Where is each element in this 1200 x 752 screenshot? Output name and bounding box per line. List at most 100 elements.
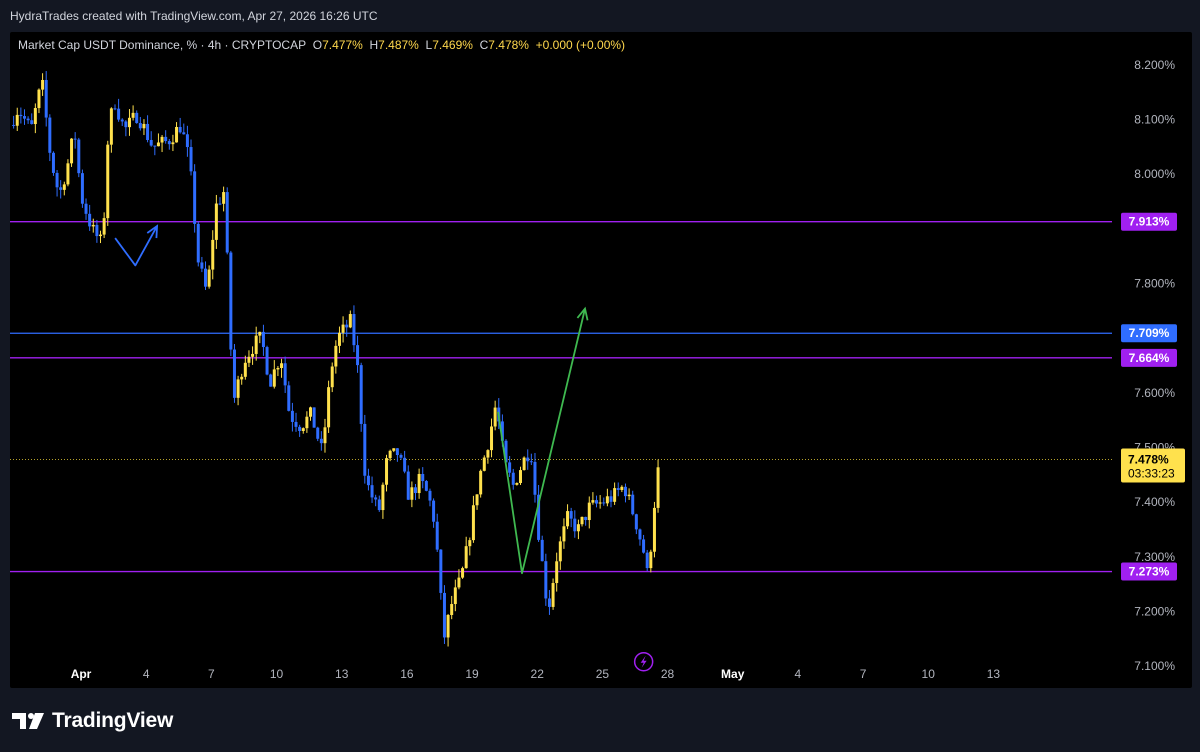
candle-body xyxy=(243,362,247,377)
candle-body xyxy=(374,497,378,500)
candle-body xyxy=(439,549,443,593)
candle-body xyxy=(124,121,128,128)
candle-body xyxy=(377,499,381,511)
y-tick-label: 7.300% xyxy=(1134,550,1175,564)
candle-body xyxy=(12,124,16,126)
candle-body xyxy=(366,475,370,486)
candle-body xyxy=(359,365,363,424)
candle-body xyxy=(529,461,533,463)
candle-body xyxy=(435,521,439,550)
candle-body xyxy=(652,507,656,552)
candle-body xyxy=(229,252,233,350)
candle-body xyxy=(421,474,425,482)
candle-body xyxy=(66,163,70,185)
candle-body xyxy=(544,561,548,599)
candle-body xyxy=(490,426,494,451)
candle-body xyxy=(287,385,291,411)
candle-body xyxy=(587,502,591,521)
symbol-name: Market Cap USDT Dominance, % · 4h · CRYP… xyxy=(18,38,307,52)
candle-body xyxy=(537,494,541,540)
candle-body xyxy=(573,518,577,532)
candle-body xyxy=(62,184,66,190)
lightning-icon xyxy=(640,655,647,668)
candle-body xyxy=(77,139,81,174)
candle-body xyxy=(308,407,312,417)
candle-body xyxy=(649,551,653,569)
x-tick-label: 19 xyxy=(465,667,479,681)
candle-body xyxy=(551,583,555,607)
level-price-label: 7.664% xyxy=(1129,351,1170,365)
candle-body xyxy=(200,262,204,269)
level-price-label: 7.709% xyxy=(1129,326,1170,340)
candle-body xyxy=(388,450,392,459)
candle-body xyxy=(127,117,131,128)
candle-body xyxy=(627,494,631,497)
x-tick-label: 13 xyxy=(335,667,349,681)
y-tick-label: 7.400% xyxy=(1134,495,1175,509)
candle-body xyxy=(207,269,211,287)
candle-body xyxy=(102,218,106,235)
candle-body xyxy=(356,345,360,366)
y-tick-label: 7.800% xyxy=(1134,276,1175,290)
candle-body xyxy=(341,324,345,333)
candle-body xyxy=(580,516,584,525)
candle-body xyxy=(558,541,562,562)
level-price-tag xyxy=(1121,212,1177,231)
open-label: O xyxy=(312,38,323,52)
candle-body xyxy=(540,539,544,562)
current-price-tag xyxy=(1121,448,1185,483)
candle-body xyxy=(189,147,193,172)
candle-body xyxy=(167,141,171,145)
change-value: +0.000 (+0.00%) xyxy=(535,38,626,52)
candle-body xyxy=(19,114,23,117)
candle-body xyxy=(146,123,150,141)
top-bar: HydraTrades created with TradingView.com… xyxy=(0,0,1200,32)
candle-body xyxy=(290,410,294,422)
candle-body xyxy=(258,331,262,336)
candle-body xyxy=(399,455,403,458)
candle-body xyxy=(59,187,63,190)
event-marker xyxy=(633,652,654,672)
candle-body xyxy=(479,470,483,495)
candle-body xyxy=(283,363,287,386)
candle-body xyxy=(609,496,613,502)
candle-body xyxy=(363,423,367,476)
candle-body xyxy=(316,427,320,439)
candle-body xyxy=(26,118,30,121)
annotation-arrow xyxy=(114,225,158,267)
candle-body xyxy=(214,203,218,240)
tradingview-logo[interactable]: TradingView xyxy=(12,709,173,733)
candle-body xyxy=(218,203,222,205)
y-tick-label: 8.200% xyxy=(1134,58,1175,72)
candle-body xyxy=(240,376,244,380)
candle-body xyxy=(131,112,135,118)
candle-body xyxy=(461,568,465,578)
bar-countdown: 03:33:23 xyxy=(1128,466,1175,480)
candle-body xyxy=(482,457,486,471)
candle-body xyxy=(638,529,642,540)
y-tick-label: 7.100% xyxy=(1134,659,1175,673)
annotation-arrowhead xyxy=(146,224,159,239)
candle-body xyxy=(417,474,421,494)
annotation-arrow xyxy=(497,308,586,575)
candle-body xyxy=(73,138,77,140)
candle-body xyxy=(251,353,255,357)
price-chart[interactable]: 8.200%8.100%8.000%7.800%7.600%7.500%7.40… xyxy=(10,32,1192,688)
candle-body xyxy=(504,440,508,463)
level-price-label: 7.913% xyxy=(1129,215,1170,229)
y-tick-label: 8.000% xyxy=(1134,167,1175,181)
candle-body xyxy=(428,490,432,501)
candle-body xyxy=(55,172,59,188)
candle-body xyxy=(576,524,580,532)
chart-panel[interactable]: 8.200% 8.100% 8.000% 7.800% 7.600% 7.500% 7.40… xyxy=(10,32,1192,688)
candle-body xyxy=(272,369,276,387)
candle-body xyxy=(555,561,559,584)
candle-body xyxy=(413,487,417,494)
x-tick-label: 28 xyxy=(661,667,675,681)
candle-body xyxy=(33,108,37,125)
high-value: 7.487% xyxy=(378,38,419,52)
level-price-label: 7.273% xyxy=(1129,565,1170,579)
candle-body xyxy=(518,470,522,484)
candle-body xyxy=(106,144,110,219)
x-tick-label: May xyxy=(721,667,745,681)
